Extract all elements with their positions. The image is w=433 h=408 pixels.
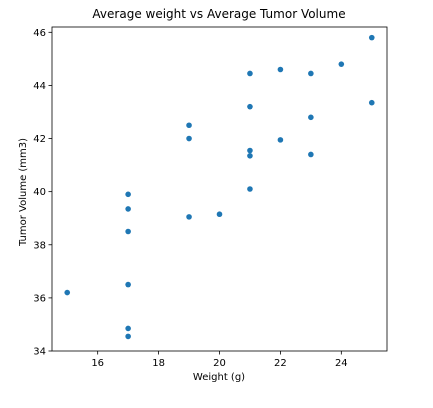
chart-title: Average weight vs Average Tumor Volume <box>92 7 345 21</box>
data-point <box>186 214 192 220</box>
plot-frame <box>51 26 388 352</box>
y-tick-label: 46 <box>33 28 46 39</box>
data-point <box>186 122 192 129</box>
data-point <box>247 147 253 154</box>
data-point <box>277 66 284 73</box>
x-tick-label: 20 <box>213 358 226 369</box>
data-point <box>125 206 131 212</box>
data-point <box>308 114 314 121</box>
data-point <box>368 99 375 106</box>
data-point <box>125 325 131 332</box>
data-point <box>247 70 253 77</box>
data-points <box>64 34 375 340</box>
x-tick-label: 24 <box>335 358 348 369</box>
data-point <box>247 153 253 159</box>
data-point <box>125 333 131 340</box>
y-tick-label: 40 <box>33 187 46 198</box>
x-axis: 16 18 20 22 24 <box>91 351 348 369</box>
x-axis-label: Weight (g) <box>193 372 245 383</box>
data-point <box>247 186 253 192</box>
data-point <box>308 151 314 158</box>
y-tick-label: 42 <box>33 134 46 145</box>
y-axis: 34 36 38 40 42 44 46 <box>33 28 52 358</box>
data-point <box>247 103 253 110</box>
data-point <box>125 191 131 198</box>
y-tick-label: 36 <box>33 293 46 304</box>
data-point <box>125 281 131 288</box>
y-tick-label: 44 <box>33 81 46 92</box>
data-point <box>277 137 284 143</box>
x-tick-label: 18 <box>152 358 165 369</box>
x-tick-label: 16 <box>91 358 104 369</box>
data-point <box>64 289 71 296</box>
data-point <box>338 61 345 67</box>
data-point <box>308 70 314 77</box>
data-point <box>186 135 192 142</box>
y-tick-label: 38 <box>33 240 46 251</box>
data-point <box>216 211 223 218</box>
y-axis-label: Tumor Volume (mm3) <box>18 138 29 247</box>
y-tick-label: 34 <box>33 347 46 358</box>
data-point <box>125 228 131 235</box>
x-tick-label: 22 <box>274 358 287 369</box>
data-point <box>368 34 375 41</box>
